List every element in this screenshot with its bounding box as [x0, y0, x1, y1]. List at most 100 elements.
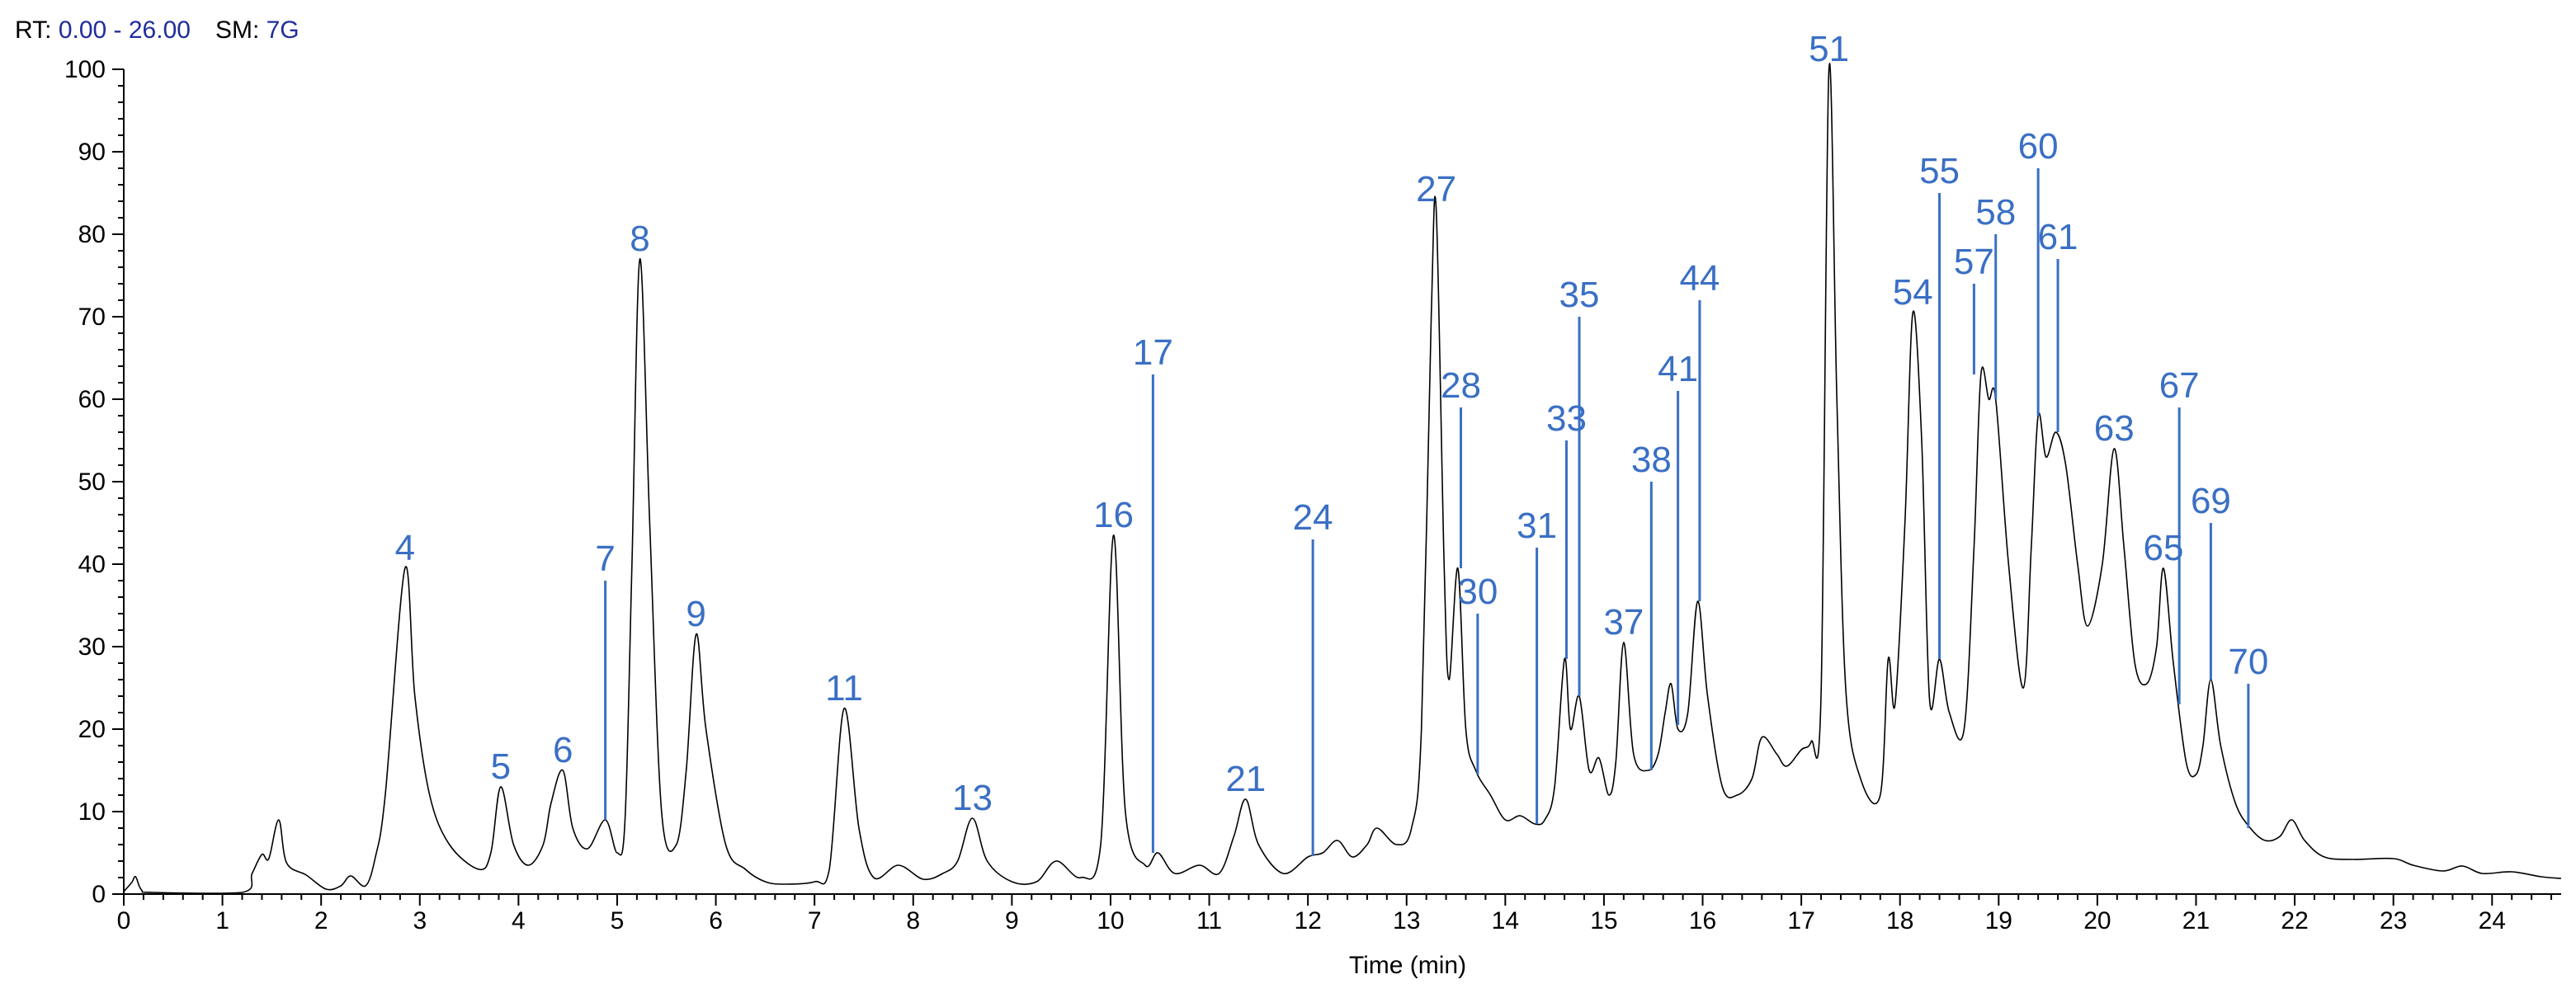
x-tick-label: 12 — [1294, 907, 1321, 934]
x-tick-label: 11 — [1196, 907, 1222, 934]
peak-annotation-27: 27 — [1416, 169, 1456, 209]
x-tick-label: 3 — [413, 907, 427, 934]
peak-label: 8 — [630, 219, 649, 259]
peak-annotation-55: 55 — [1919, 151, 1960, 659]
peak-annotation-4: 4 — [395, 528, 415, 568]
peak-label: 28 — [1441, 365, 1481, 406]
peak-label: 30 — [1457, 572, 1498, 612]
x-tick-label: 19 — [1985, 907, 2012, 934]
x-tick-label: 21 — [2182, 907, 2210, 934]
peak-label: 67 — [2159, 365, 2200, 406]
peak-label: 57 — [1954, 242, 1994, 282]
y-tick-label: 20 — [78, 716, 106, 743]
peak-label: 51 — [1809, 29, 1849, 69]
peak-annotation-21: 21 — [1225, 759, 1266, 799]
x-tick-label: 6 — [709, 907, 723, 934]
x-tick-label: 9 — [1005, 907, 1019, 934]
y-tick-label: 100 — [64, 56, 106, 83]
x-tick-label: 22 — [2281, 907, 2308, 934]
peak-label: 4 — [395, 528, 415, 568]
peak-annotation-31: 31 — [1517, 506, 1557, 824]
x-tick-label: 1 — [215, 907, 229, 934]
y-tick-label: 10 — [78, 798, 106, 826]
peak-annotation-5: 5 — [491, 746, 511, 787]
y-tick-label: 90 — [78, 139, 106, 166]
peak-annotation-7: 7 — [595, 539, 616, 820]
peak-annotation-9: 9 — [686, 594, 705, 634]
peak-annotation-30: 30 — [1457, 572, 1498, 774]
peak-label: 55 — [1919, 151, 1960, 191]
peak-annotation-41: 41 — [1658, 349, 1698, 725]
x-tick-label: 5 — [611, 907, 625, 934]
peak-annotation-6: 6 — [553, 730, 573, 770]
peak-annotation-38: 38 — [1631, 440, 1672, 770]
x-tick-label: 15 — [1590, 907, 1617, 934]
x-tick-label: 17 — [1787, 907, 1814, 934]
peak-label: 37 — [1603, 602, 1644, 643]
x-tick-label: 2 — [314, 907, 328, 934]
peak-annotation-8: 8 — [630, 219, 649, 259]
peak-label: 21 — [1225, 759, 1266, 799]
x-tick-label: 8 — [906, 907, 920, 934]
peak-label: 11 — [825, 668, 863, 708]
peak-label: 41 — [1658, 349, 1698, 389]
peak-label: 27 — [1416, 169, 1456, 209]
chromatogram-trace — [123, 63, 2562, 894]
y-tick-label: 50 — [78, 468, 106, 496]
peak-annotation-70: 70 — [2228, 642, 2268, 828]
peak-annotation-63: 63 — [2094, 408, 2135, 449]
peak-annotation-17: 17 — [1133, 332, 1173, 853]
peak-annotation-58: 58 — [1975, 192, 2016, 399]
peak-annotation-13: 13 — [952, 778, 993, 818]
y-tick-label: 60 — [78, 386, 106, 413]
sm-label: SM: — [215, 16, 260, 44]
peak-label: 44 — [1679, 258, 1720, 299]
x-tick-label: 18 — [1886, 907, 1913, 934]
rt-value: 0.00 - 26.00 — [58, 16, 191, 44]
peak-annotation-35: 35 — [1559, 275, 1600, 696]
peak-label: 63 — [2094, 408, 2135, 449]
peak-annotation-11: 11 — [825, 668, 863, 708]
x-tick-label: 10 — [1097, 907, 1124, 934]
peak-annotation-24: 24 — [1293, 497, 1333, 856]
peak-label: 6 — [553, 730, 573, 770]
peak-label: 9 — [686, 594, 705, 634]
peak-label: 60 — [2018, 126, 2059, 167]
x-tick-label: 0 — [117, 907, 131, 934]
peak-label: 33 — [1546, 398, 1587, 439]
peak-label: 69 — [2191, 481, 2231, 521]
rt-label: RT: — [15, 16, 52, 44]
peak-annotation-44: 44 — [1679, 258, 1720, 601]
peak-annotation-16: 16 — [1093, 495, 1134, 535]
y-tick-label: 30 — [78, 633, 106, 661]
x-axis-title: Time (min) — [1349, 952, 1466, 979]
peak-label: 13 — [952, 778, 993, 818]
trace-layer — [123, 63, 2562, 894]
y-tick-label: 70 — [78, 304, 106, 331]
x-tick-label: 14 — [1492, 907, 1519, 934]
peak-label: 16 — [1093, 495, 1134, 535]
peak-label: 24 — [1293, 497, 1333, 538]
peak-annotation-54: 54 — [1893, 272, 1933, 313]
peak-annotation-37: 37 — [1603, 602, 1644, 643]
peak-label: 65 — [2144, 528, 2184, 568]
peak-label: 5 — [491, 746, 511, 787]
peak-annotation-28: 28 — [1441, 365, 1481, 568]
peak-annotation-61: 61 — [2038, 217, 2078, 432]
peak-label: 58 — [1975, 192, 2016, 233]
x-tick-label: 4 — [512, 907, 526, 934]
peak-annotation-67: 67 — [2159, 365, 2200, 704]
peak-label: 31 — [1517, 506, 1557, 546]
x-tick-label: 20 — [2083, 907, 2111, 934]
peak-label: 7 — [595, 539, 615, 579]
peak-label: 17 — [1133, 332, 1173, 373]
peak-label: 35 — [1559, 275, 1600, 315]
annotation-layer: 45 67891113161721242728303133353738414451… — [395, 29, 2268, 856]
peak-annotation-60: 60 — [2018, 126, 2059, 416]
y-tick-label: 40 — [78, 551, 106, 578]
x-tick-label: 24 — [2479, 907, 2506, 934]
peak-annotation-57: 57 — [1954, 242, 1994, 374]
peak-label: 61 — [2038, 217, 2078, 257]
x-tick-label: 7 — [808, 907, 822, 934]
